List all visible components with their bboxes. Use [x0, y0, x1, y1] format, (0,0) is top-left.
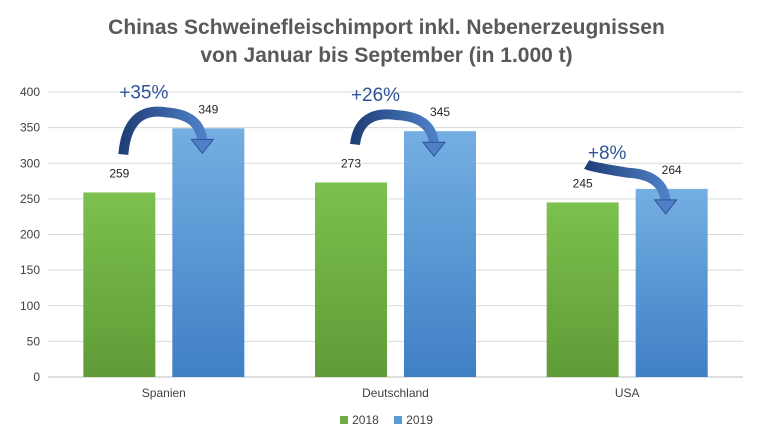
bar-usa-2018 — [546, 202, 619, 377]
legend: 2018 2019 — [0, 413, 773, 427]
bar-usa-2019 — [635, 188, 708, 377]
growth-label-2: +26% — [351, 85, 400, 106]
growth-arrow-2 — [350, 109, 439, 146]
legend-label-2019: 2019 — [406, 413, 433, 427]
data-label-usa-2019: 264 — [662, 163, 682, 177]
chart-title-line-2: von Januar bis September (in 1.000 t) — [200, 44, 573, 67]
growth-arrows — [118, 106, 678, 215]
legend-item-2018: 2018 — [340, 413, 379, 427]
y-tick-label-150: 150 — [20, 263, 40, 277]
bar-deutschland-2018 — [315, 182, 387, 377]
y-tick-label-250: 250 — [20, 192, 40, 206]
chart-title-line-1: Chinas Schweinefleischimport inkl. Neben… — [108, 16, 665, 39]
legend-item-2019: 2019 — [394, 413, 433, 427]
data-label-deutschland-2018: 273 — [341, 156, 361, 170]
y-tick-label-300: 300 — [20, 156, 40, 170]
data-label-usa-2018: 245 — [573, 176, 593, 190]
y-tick-label-100: 100 — [20, 299, 40, 313]
x-tick-label-usa: USA — [615, 386, 640, 400]
y-tick-label-350: 350 — [20, 121, 40, 135]
data-label-spanien-2019: 349 — [198, 102, 218, 116]
growth-arrowhead-3 — [653, 199, 678, 215]
gridlines — [48, 91, 743, 342]
growth-arrow-1 — [118, 106, 208, 156]
x-tick-label-deutschland: Deutschland — [362, 386, 429, 400]
y-tick-label-400: 400 — [20, 85, 40, 99]
bars — [83, 128, 708, 377]
data-label-deutschland-2019: 345 — [430, 105, 450, 119]
x-tick-label-spanien: Spanien — [142, 386, 186, 400]
y-tick-label-0: 0 — [33, 370, 40, 384]
growth-label-1: +35% — [119, 82, 168, 103]
growth-arrowhead-2 — [421, 141, 447, 157]
y-tick-label-200: 200 — [20, 228, 40, 242]
bar-deutschland-2019 — [404, 131, 476, 377]
labels: 0 50 100 150 200 250 300 350 400 259 349 Spanien 273… — [20, 82, 682, 400]
growth-label-3: +8% — [588, 143, 627, 164]
data-label-spanien-2018: 259 — [109, 166, 129, 180]
growth-arrow-3 — [584, 159, 671, 203]
bar-spanien-2018 — [83, 192, 156, 377]
chart-title: Chinas Schweinefleischimport inkl. Neben… — [0, 14, 773, 70]
legend-label-2018: 2018 — [352, 413, 379, 427]
y-tick-label-50: 50 — [27, 334, 41, 348]
bar-spanien-2019 — [172, 128, 245, 377]
legend-swatch-2019 — [394, 416, 403, 424]
legend-swatch-2018 — [340, 416, 349, 424]
growth-arrowhead-1 — [190, 138, 215, 155]
